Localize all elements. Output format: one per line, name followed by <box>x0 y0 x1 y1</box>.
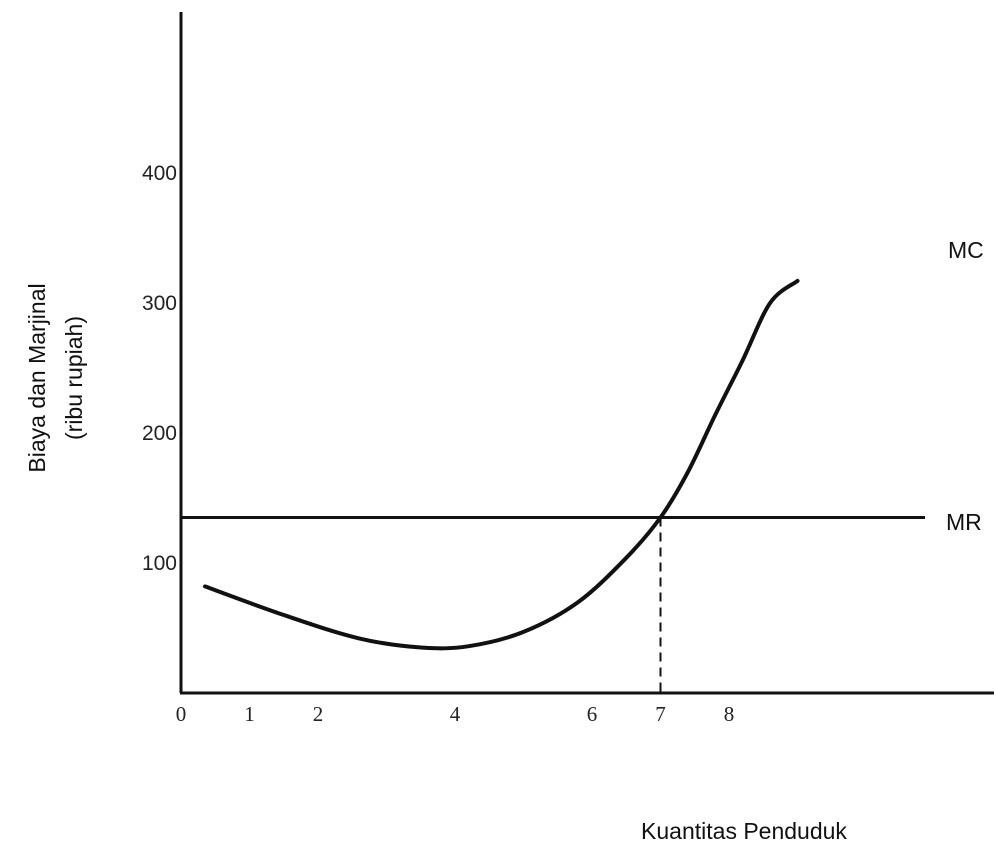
chart-labels: MC MR Kuantitas Penduduk Biaya dan Marji… <box>24 237 984 844</box>
y-tick-label: 300 <box>142 292 177 315</box>
mc-curve <box>203 278 800 651</box>
y-axis-label-line-1: Biaya dan Marjinal <box>24 283 50 472</box>
y-tick-label: 200 <box>142 422 177 445</box>
axes <box>179 12 994 695</box>
x-tick-label: 2 <box>313 702 324 726</box>
x-tick-labels: 0 1 2 4 6 7 8 <box>176 702 735 726</box>
y-tick-labels: 100 200 300 400 <box>142 162 177 575</box>
x-tick-label: 8 <box>724 702 735 726</box>
y-axis-label-line-2: (ribu rupiah) <box>61 316 87 440</box>
x-tick-label: 0 <box>176 702 187 726</box>
x-tick-label: 1 <box>244 702 255 726</box>
x-axis-label: Kuantitas Penduduk <box>641 818 847 844</box>
x-tick-label: 4 <box>450 702 461 726</box>
mc-series-label: MC <box>948 237 984 263</box>
y-tick-label: 100 <box>142 552 177 575</box>
mr-series-label: MR <box>946 509 982 535</box>
x-tick-label: 7 <box>655 702 666 726</box>
chart-marks <box>181 278 925 693</box>
x-tick-label: 6 <box>587 702 598 726</box>
y-tick-label: 400 <box>142 162 177 185</box>
